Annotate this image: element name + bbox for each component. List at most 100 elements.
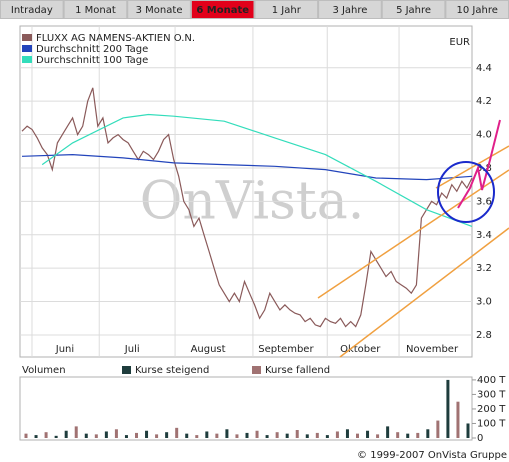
legend-swatch bbox=[22, 34, 32, 41]
legend-swatch bbox=[122, 366, 131, 374]
volume-bar bbox=[366, 430, 370, 438]
volume-bar bbox=[245, 432, 249, 438]
tab[interactable] bbox=[382, 1, 445, 18]
volume-bar bbox=[225, 429, 229, 438]
tab[interactable] bbox=[319, 1, 381, 18]
y-tick-label: 100 T bbox=[477, 418, 506, 429]
legend-swatch bbox=[22, 45, 32, 52]
y-tick-label: 0 bbox=[477, 433, 483, 444]
volume-frame bbox=[19, 376, 473, 441]
tab[interactable] bbox=[64, 1, 127, 18]
tab-label[interactable]: 1 Monat bbox=[75, 5, 116, 16]
trend-line bbox=[435, 145, 509, 189]
tab-label[interactable]: 3 Jahre bbox=[332, 5, 367, 16]
y-tick-label: 3.0 bbox=[476, 297, 492, 308]
volume-bar bbox=[175, 427, 179, 438]
volume-bar bbox=[436, 420, 440, 438]
tab-label[interactable]: 10 Jahre bbox=[457, 5, 498, 16]
series-line bbox=[21, 153, 473, 181]
volume-bar bbox=[34, 435, 38, 438]
legend-label: Kurse fallend bbox=[265, 365, 330, 376]
y-tick-label: 3.6 bbox=[476, 196, 492, 207]
tab-bar bbox=[0, 0, 509, 19]
volume-bar bbox=[255, 430, 259, 438]
volume-bar bbox=[155, 434, 159, 438]
highlight-ellipse bbox=[437, 161, 495, 223]
volume-bar bbox=[406, 433, 410, 438]
volume-bar bbox=[305, 434, 309, 438]
y-tick-label: 3.2 bbox=[476, 263, 492, 274]
volume-bar bbox=[165, 432, 169, 438]
volume-bar bbox=[416, 432, 420, 438]
legend-label: FLUXX AG NAMENS-AKTIEN O.N. bbox=[36, 33, 195, 44]
series-line bbox=[21, 87, 473, 328]
tab[interactable] bbox=[1, 1, 63, 18]
annotations bbox=[317, 119, 509, 358]
volume-bar bbox=[64, 430, 68, 438]
tab-label[interactable]: 3 Monate bbox=[136, 5, 183, 16]
y-tick-label: 2.8 bbox=[476, 330, 492, 341]
x-tick-label: August bbox=[191, 344, 226, 355]
tab[interactable] bbox=[446, 1, 508, 18]
tab[interactable] bbox=[128, 1, 190, 18]
volume-bar bbox=[386, 426, 390, 438]
tab-label[interactable]: 1 Jahr bbox=[272, 5, 302, 16]
volume-bar bbox=[446, 379, 450, 438]
volume-bar bbox=[295, 430, 299, 438]
volume-bar bbox=[24, 433, 28, 438]
y-tick-label: 300 T bbox=[477, 389, 506, 400]
volume-bar bbox=[265, 435, 269, 438]
volume-bar bbox=[54, 435, 58, 438]
volume-bar bbox=[44, 432, 48, 438]
x-tick-label: Juli bbox=[124, 344, 140, 355]
volume-bar bbox=[275, 432, 279, 438]
plot-frame bbox=[19, 25, 473, 358]
x-tick-label: Oktober bbox=[340, 344, 381, 355]
tab[interactable] bbox=[255, 1, 318, 18]
volume-bar bbox=[315, 432, 319, 438]
trend-line bbox=[317, 169, 509, 299]
legend-label: Durchschnitt 100 Tage bbox=[36, 55, 148, 66]
volume-bar bbox=[195, 435, 199, 438]
volume-bar bbox=[456, 401, 460, 438]
tab-label[interactable]: 6 Monate bbox=[196, 5, 249, 16]
copyright: © 1999-2007 OnVista Gruppe bbox=[357, 450, 507, 461]
tab-label[interactable]: 5 Jahre bbox=[396, 5, 431, 16]
legend-label: Kurse steigend bbox=[135, 365, 209, 376]
volume-bar bbox=[135, 432, 138, 438]
tab-label[interactable]: Intraday bbox=[11, 5, 53, 16]
volume-bar bbox=[466, 423, 470, 438]
y-tick-label: 4.2 bbox=[476, 96, 492, 107]
volume-bar bbox=[84, 433, 88, 438]
volume-bar bbox=[285, 433, 289, 438]
series-line bbox=[41, 113, 473, 227]
volume-bar bbox=[74, 426, 78, 438]
volume-bar bbox=[235, 434, 239, 438]
x-tick-label: Juni bbox=[55, 344, 74, 355]
projection-arrow bbox=[457, 119, 501, 209]
trend-line bbox=[339, 227, 509, 358]
volume-bar bbox=[205, 431, 209, 438]
legend-label: Durchschnitt 200 Tage bbox=[36, 44, 148, 55]
tab[interactable] bbox=[191, 1, 254, 18]
volume-bar bbox=[335, 431, 339, 438]
volume-bar bbox=[325, 435, 329, 438]
volume-title: Volumen bbox=[22, 365, 66, 376]
y-tick-label: 4.0 bbox=[476, 130, 492, 141]
y-tick-label: 4.4 bbox=[476, 63, 492, 74]
volume-bar bbox=[185, 433, 189, 438]
x-tick-label: September bbox=[258, 344, 314, 355]
legend-swatch bbox=[22, 56, 32, 63]
y-tick-label: 3.4 bbox=[476, 230, 492, 241]
y-tick-label: 400 T bbox=[477, 375, 506, 386]
volume-bar bbox=[104, 431, 108, 438]
volume-bar bbox=[114, 429, 118, 438]
volume-bar bbox=[124, 435, 128, 438]
legend-swatch bbox=[252, 366, 261, 374]
volume-bar bbox=[94, 434, 98, 438]
volume-bar bbox=[426, 429, 430, 438]
volume-bar bbox=[345, 429, 349, 438]
volume-bar bbox=[356, 433, 359, 438]
